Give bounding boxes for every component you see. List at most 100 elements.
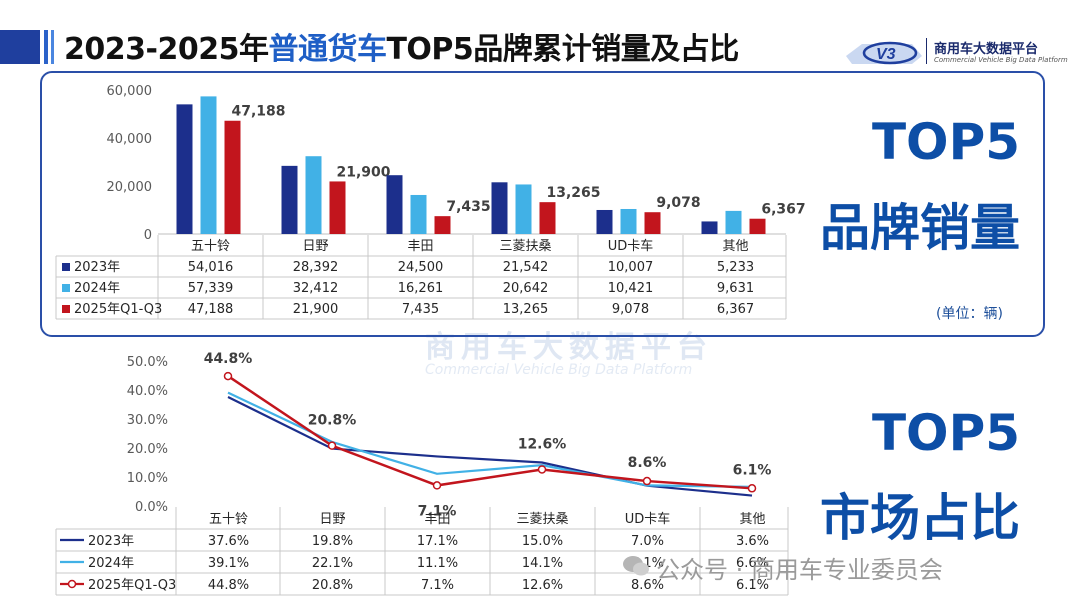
bar-y-tick-label: 0 (144, 228, 152, 243)
bar-1-2 (410, 194, 427, 234)
line-y-tick-label: 10.0% (127, 471, 168, 486)
line-point (747, 484, 757, 493)
bar-category-label: 三菱扶桑 (499, 239, 551, 254)
line-table-cell: 14.1% (522, 556, 563, 571)
bar-data-label: 6,367 (761, 202, 805, 218)
bar-0-4 (596, 209, 613, 234)
line-y-tick-label: 20.0% (127, 442, 168, 457)
bar-y-tick-label: 40,000 (107, 132, 153, 147)
page-title: 2023-2025年普通货车TOP5品牌累计销量及占比 (64, 24, 739, 68)
bar-data-label: 21,900 (336, 164, 390, 180)
top-panel (40, 71, 1045, 337)
line-category-label: 丰田 (424, 512, 450, 527)
line-category-label: UD卡车 (625, 511, 671, 527)
line-table-cell: 22.1% (312, 556, 353, 571)
bar-table-cell: 57,339 (188, 281, 234, 296)
logo-subtitle: Commercial Vehicle Big Data Platform (934, 56, 1068, 64)
bar-1-3 (515, 184, 532, 234)
line-table-cell: 15.0% (522, 534, 563, 549)
bottom-label-2: 市场占比 (820, 489, 1020, 547)
top-label-1: TOP5 (871, 113, 1020, 171)
bar-y-tick-label: 60,000 (107, 84, 153, 99)
line-table-cell: 19.8% (312, 534, 353, 549)
title-suffix: TOP5品牌累计销量及占比 (386, 32, 739, 67)
accent-bar-2 (44, 30, 48, 64)
line-category-label: 日野 (319, 512, 345, 527)
bar-table-cell: 6,367 (717, 302, 754, 317)
bar-0-2 (386, 175, 403, 234)
line-data-label: 8.6% (628, 455, 667, 471)
bar-legend-swatch (62, 263, 70, 271)
line-y-tick-label: 50.0% (127, 355, 168, 370)
line-table-cell: 37.6% (208, 534, 249, 549)
wechat-icon (623, 556, 649, 576)
line-data-label: 7.1% (418, 503, 457, 519)
line-category-label: 三菱扶桑 (516, 512, 568, 527)
bar-category-label: 日野 (302, 239, 328, 254)
line-legend-marker (67, 579, 77, 589)
line-table-cell: 20.8% (312, 578, 353, 593)
accent-bar-3 (51, 30, 54, 64)
line-point (223, 371, 233, 381)
logo-mark: V3 (876, 46, 896, 63)
bar-table-cell: 10,421 (608, 281, 654, 296)
bar-category-label: 五十铃 (191, 239, 230, 254)
bar-1-0 (200, 96, 217, 234)
logo-divider (926, 38, 927, 64)
bar-1-1 (305, 156, 322, 234)
bar-legend-label: 2024年 (74, 281, 120, 296)
bar-1-5 (725, 210, 742, 234)
bottom-label-1: TOP5 (871, 404, 1020, 462)
line-y-tick-label: 30.0% (127, 413, 168, 428)
line-point (642, 476, 652, 486)
bar-data-label: 7,435 (446, 199, 490, 215)
bar-y-tick-label: 20,000 (107, 180, 153, 195)
truck-logo-icon: V3 (846, 41, 922, 65)
footer-text: 公众号 · 商用车专业委员会 (656, 556, 943, 584)
bar-2-0 (224, 120, 241, 234)
bar-legend-swatch (62, 284, 70, 292)
bar-0-0 (176, 104, 193, 234)
line-data-label: 44.8% (204, 351, 253, 367)
line-table-cell: 17.1% (417, 534, 458, 549)
bar-legend-swatch (62, 305, 70, 313)
bar-2-1 (329, 181, 346, 234)
line-table-cell: 8.6% (631, 578, 664, 593)
bar-data-label: 13,265 (546, 185, 600, 201)
bar-table-cell: 47,188 (188, 302, 234, 317)
logo-name: 商用车大数据平台 (934, 42, 1039, 57)
bar-table-cell: 20,642 (503, 281, 549, 296)
bar-table-cell: 24,500 (398, 260, 444, 275)
line-legend-label: 2023年 (88, 534, 134, 549)
line-data-label: 20.8% (308, 413, 357, 429)
line-series-2 (227, 375, 753, 490)
line-data-label: 12.6% (518, 436, 567, 452)
line-point (432, 481, 442, 490)
bar-category-label: 其他 (722, 239, 748, 254)
bar-table-cell: 7,435 (402, 302, 439, 317)
bar-table-cell: 13,265 (503, 302, 549, 317)
line-legend-label: 2024年 (88, 556, 134, 571)
bar-0-1 (281, 165, 298, 234)
bar-table-cell: 9,078 (612, 302, 649, 317)
accent-bar-1 (0, 30, 40, 64)
title-prefix: 2023-2025年 (64, 32, 269, 67)
bar-2-3 (539, 202, 556, 234)
title-highlight: 普通货车 (268, 32, 387, 67)
bar-legend-label: 2023年 (74, 260, 120, 275)
line-y-tick-label: 0.0% (135, 500, 168, 515)
line-point (327, 441, 337, 450)
watermark-subtext: Commercial Vehicle Big Data Platform (425, 362, 693, 378)
brand-logo: V3 商用车大数据平台 Commercial Vehicle Big Data … (842, 36, 1068, 70)
bar-category-label: UD卡车 (608, 238, 654, 254)
line-series-0 (227, 395, 753, 497)
line-table-cell: 6.1% (736, 578, 769, 593)
line-point (537, 465, 547, 474)
unit-label: (单位：辆) (936, 306, 1003, 322)
line-table-cell: 39.1% (208, 556, 249, 571)
bar-table-cell: 21,542 (503, 260, 549, 275)
line-series-1 (227, 391, 753, 488)
bar-table-cell: 32,412 (293, 281, 339, 296)
line-legend-label: 2025年Q1-Q3 (88, 578, 176, 593)
